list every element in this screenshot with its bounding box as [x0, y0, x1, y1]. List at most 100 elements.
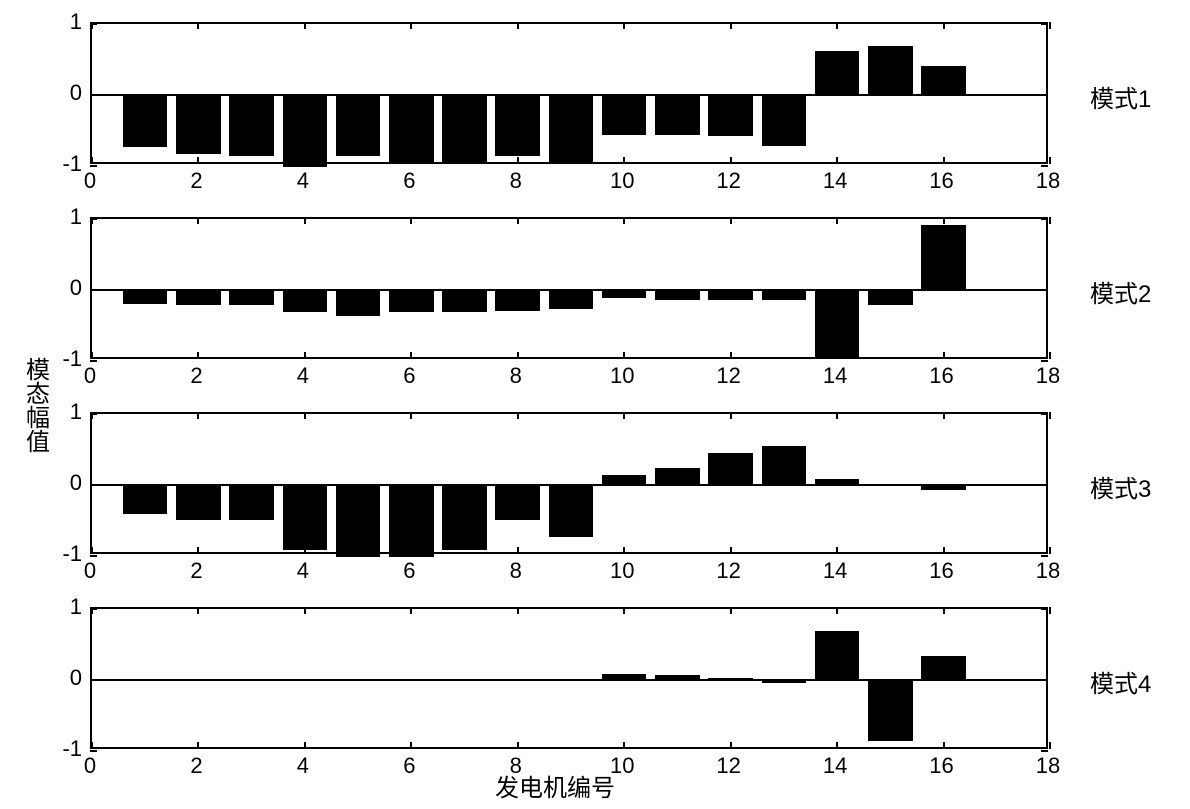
bar — [709, 454, 752, 485]
bar — [230, 485, 273, 519]
bar — [816, 480, 859, 485]
x-tick-label: 2 — [190, 558, 202, 584]
x-tick-top — [304, 412, 306, 419]
x-tick — [943, 547, 945, 554]
y-tick-label: -1 — [42, 346, 82, 372]
bar — [337, 485, 380, 556]
bar — [603, 476, 646, 485]
x-tick — [91, 157, 93, 164]
x-tick-label: 2 — [190, 168, 202, 194]
bar — [124, 95, 167, 146]
bar — [816, 632, 859, 680]
x-tick-label: 10 — [610, 363, 634, 389]
bar — [443, 485, 486, 549]
panel-label-1: 模式1 — [1090, 79, 1151, 114]
x-tick-label: 16 — [929, 363, 953, 389]
bar — [869, 47, 912, 95]
x-tick — [1049, 742, 1051, 749]
x-tick-top — [730, 412, 732, 419]
x-tick-top — [1049, 607, 1051, 614]
y-tick — [90, 360, 97, 362]
y-tick — [90, 750, 97, 752]
x-tick-top — [517, 607, 519, 614]
y-tick — [90, 289, 97, 291]
x-tick-top — [623, 217, 625, 224]
x-tick-label: 18 — [1036, 363, 1060, 389]
x-tick-label: 6 — [403, 363, 415, 389]
x-tick — [517, 742, 519, 749]
x-tick — [304, 547, 306, 554]
x-tick-top — [517, 22, 519, 29]
y-tick-right — [1041, 679, 1048, 681]
x-tick-label: 10 — [610, 753, 634, 779]
x-tick-top — [836, 607, 838, 614]
x-tick — [410, 547, 412, 554]
bar — [390, 95, 433, 162]
x-tick — [1049, 352, 1051, 359]
x-tick — [197, 547, 199, 554]
plot-area-4 — [90, 607, 1048, 749]
bar — [337, 290, 380, 315]
x-tick-label: 8 — [510, 363, 522, 389]
y-tick-right — [1041, 165, 1048, 167]
y-tick — [90, 23, 97, 25]
y-tick — [90, 165, 97, 167]
bar — [550, 95, 593, 162]
y-tick — [90, 555, 97, 557]
bar — [656, 95, 699, 134]
bar — [496, 95, 539, 155]
bar — [284, 95, 327, 166]
x-tick-top — [730, 217, 732, 224]
x-tick — [197, 157, 199, 164]
x-tick-label: 12 — [716, 168, 740, 194]
bar — [496, 290, 539, 310]
bar — [709, 290, 752, 299]
bar — [284, 290, 327, 311]
y-tick-label: 0 — [42, 80, 82, 106]
x-tick-top — [197, 22, 199, 29]
x-tick-label: 8 — [510, 753, 522, 779]
x-tick-label: 6 — [403, 168, 415, 194]
x-tick — [91, 352, 93, 359]
x-tick — [304, 742, 306, 749]
panel-label-2: 模式2 — [1090, 274, 1151, 309]
bar — [656, 290, 699, 299]
x-tick — [623, 547, 625, 554]
x-tick — [836, 157, 838, 164]
bar — [230, 95, 273, 155]
x-tick-top — [410, 607, 412, 614]
x-tick-label: 16 — [929, 558, 953, 584]
bar — [816, 52, 859, 95]
x-tick — [1049, 547, 1051, 554]
x-tick — [943, 352, 945, 359]
x-tick — [836, 547, 838, 554]
x-tick-top — [943, 412, 945, 419]
x-tick-label: 4 — [297, 168, 309, 194]
y-tick-right — [1041, 413, 1048, 415]
x-tick-top — [730, 22, 732, 29]
y-tick-label: 0 — [42, 275, 82, 301]
bar — [337, 95, 380, 155]
x-tick — [197, 742, 199, 749]
x-tick — [623, 157, 625, 164]
x-tick — [517, 157, 519, 164]
x-tick-top — [304, 217, 306, 224]
bar — [124, 290, 167, 303]
y-tick-right — [1041, 484, 1048, 486]
bar — [443, 95, 486, 162]
x-tick — [730, 742, 732, 749]
x-tick-label: 14 — [823, 363, 847, 389]
x-tick-label: 2 — [190, 753, 202, 779]
x-tick-label: 18 — [1036, 558, 1060, 584]
x-tick-label: 16 — [929, 168, 953, 194]
bar — [177, 485, 220, 519]
plot-area-1 — [90, 22, 1048, 164]
y-tick-label: -1 — [42, 541, 82, 567]
x-tick — [730, 547, 732, 554]
bar — [656, 676, 699, 680]
bar — [390, 485, 433, 556]
x-tick-label: 18 — [1036, 168, 1060, 194]
x-tick-label: 6 — [403, 558, 415, 584]
bar — [763, 95, 806, 145]
x-tick-label: 2 — [190, 363, 202, 389]
